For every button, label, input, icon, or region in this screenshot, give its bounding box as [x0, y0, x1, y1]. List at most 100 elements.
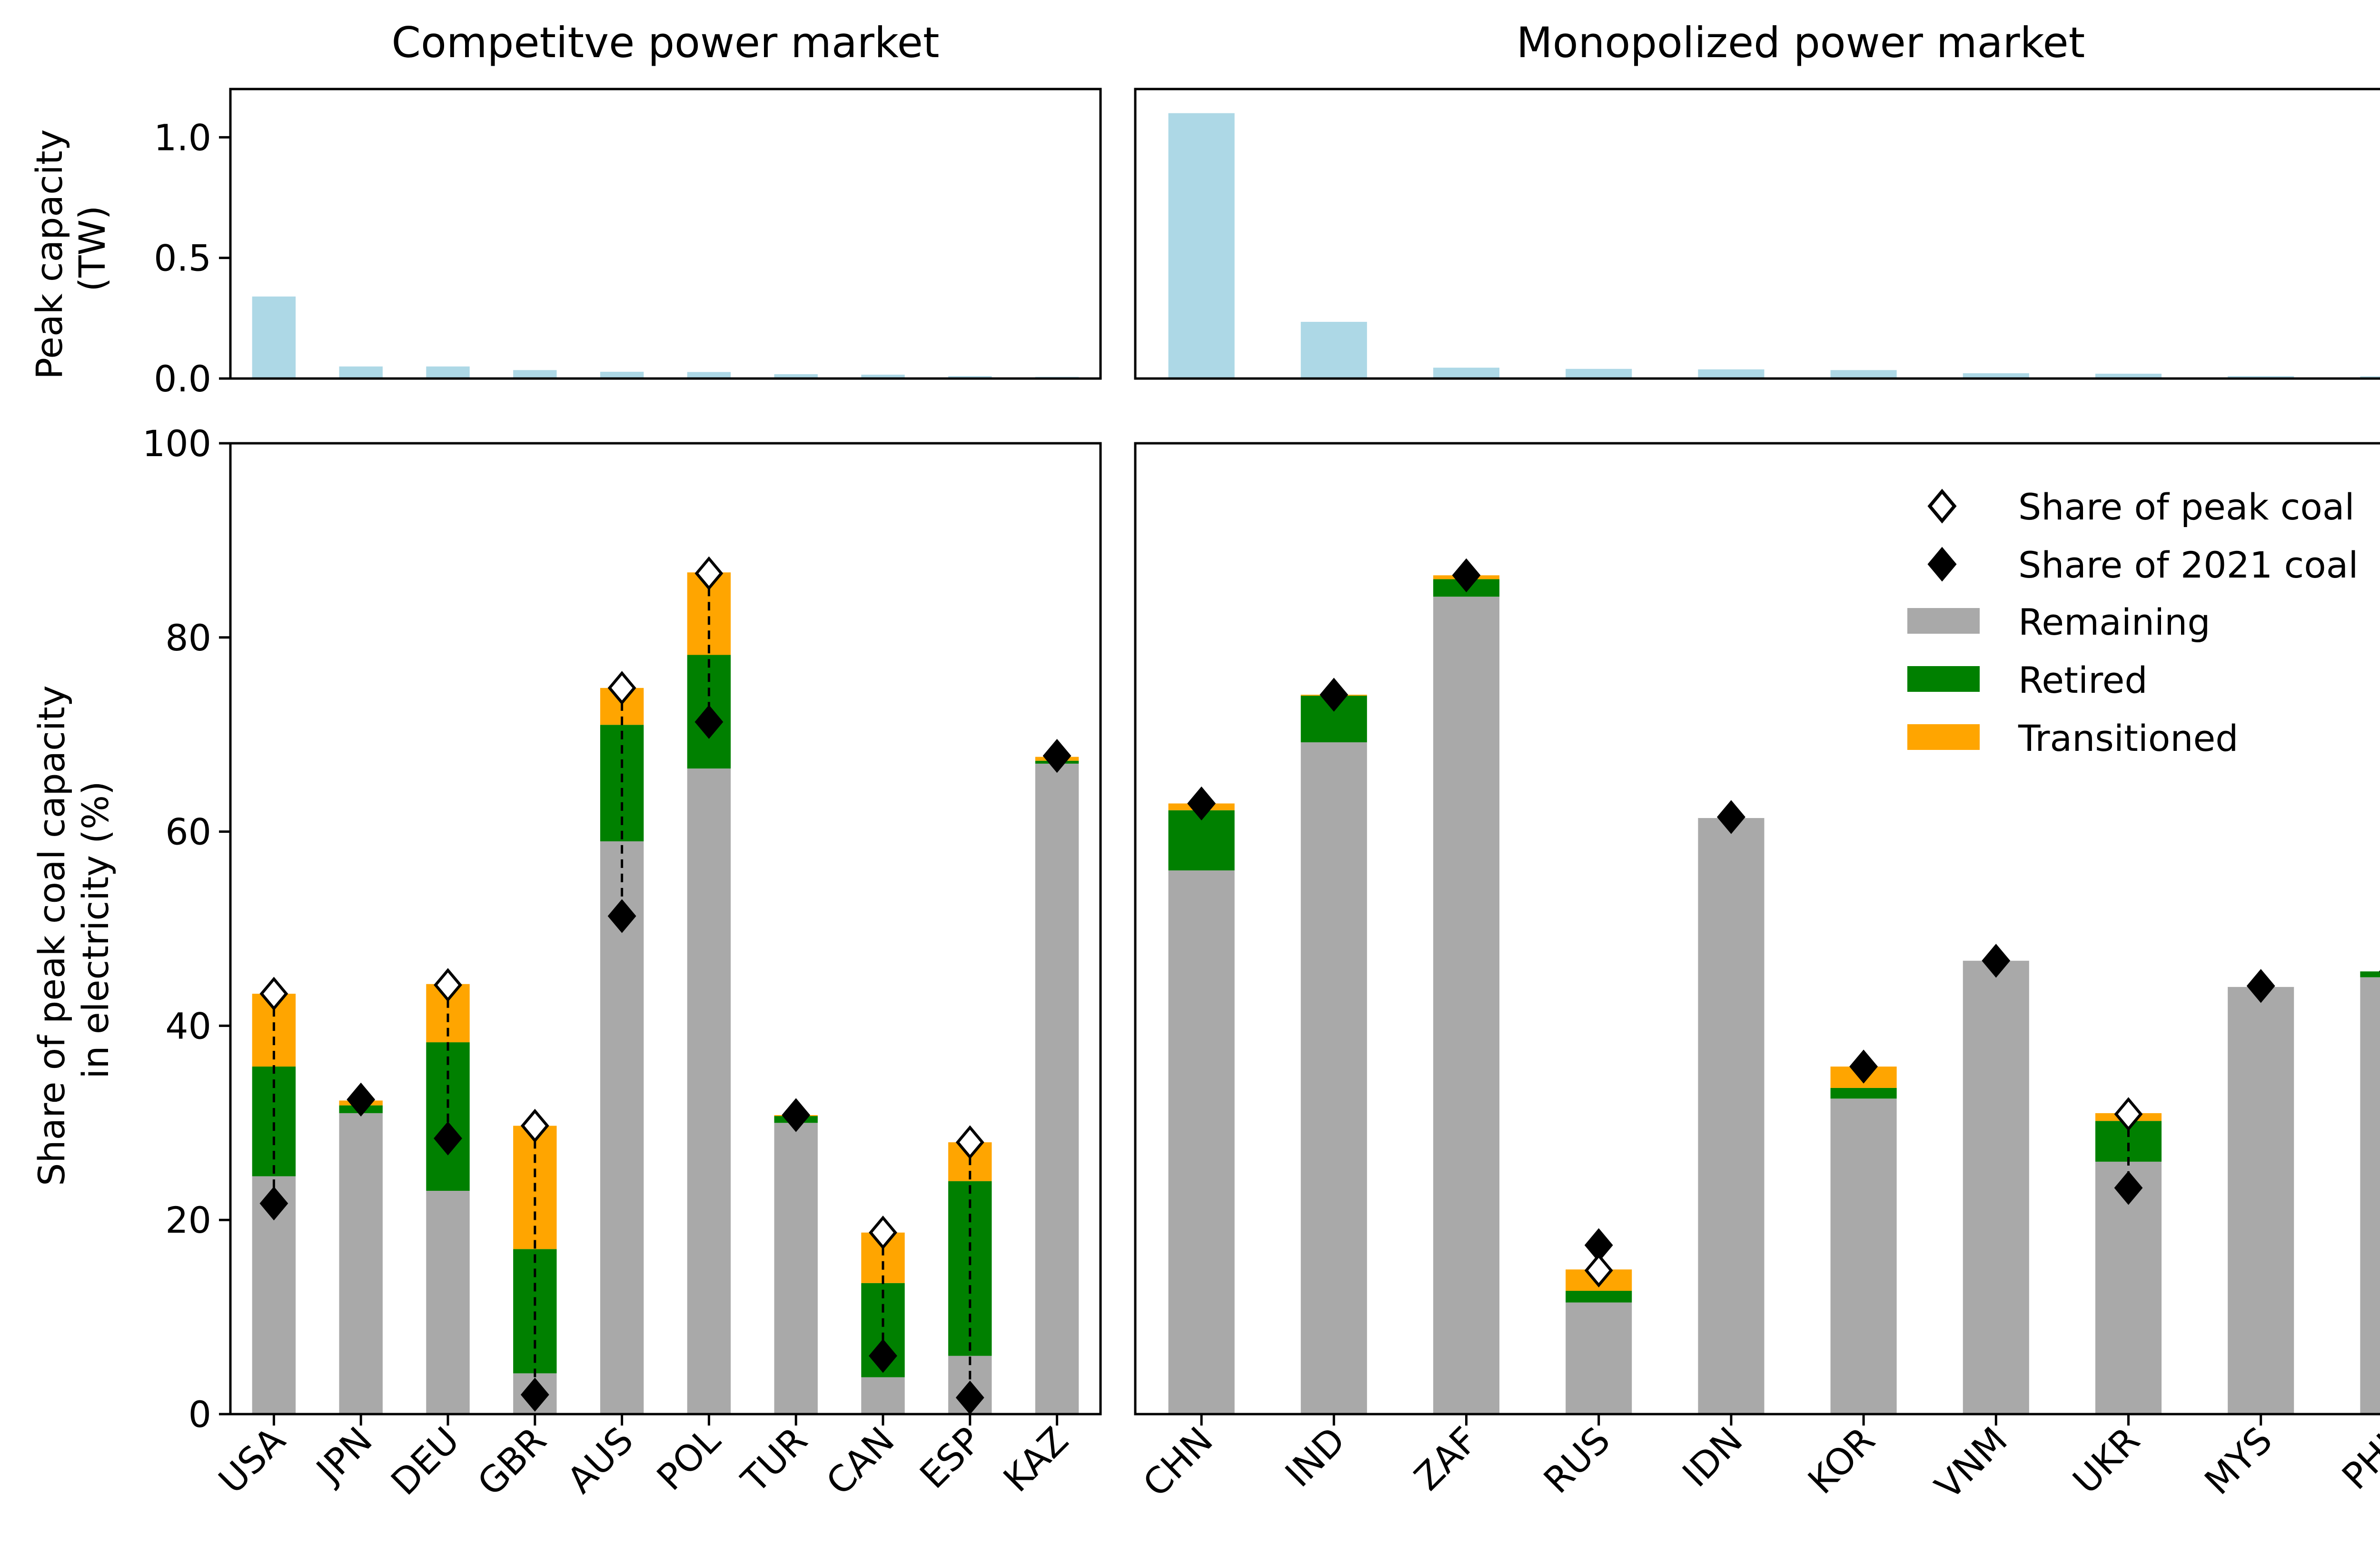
remaining-bar-kaz: [1035, 763, 1079, 1414]
peak-capacity-bar-can: [861, 374, 905, 379]
left-panel-title: Competitve power market: [392, 18, 940, 67]
x-tick-label-gbr: GBR: [469, 1419, 555, 1504]
legend-swatch-retired: [1907, 666, 1980, 692]
peak-capacity-bar-ind: [1300, 321, 1367, 379]
share-2021-marker-ind: [1319, 678, 1349, 712]
share-2021-marker-chn: [1187, 786, 1216, 821]
peak-capacity-bar-chn: [1168, 113, 1235, 379]
x-tick-label-esp: ESP: [912, 1419, 989, 1496]
share-peak-marker-gbr: [520, 1108, 549, 1143]
peak-capacity-bar-deu: [426, 366, 470, 379]
legend-label-retired: Retired: [2018, 659, 2148, 701]
peak-capacity-bar-usa: [252, 296, 296, 379]
share-peak-marker-aus: [607, 671, 636, 705]
x-tick-label-zaf: ZAF: [1406, 1419, 1486, 1498]
right-bottom-share-axes: CHN IND ZAF RUS IDN KOR VNM UKR MYS PHL: [1134, 442, 2380, 1507]
top-y-tick-label: 0.0: [154, 358, 211, 400]
share-peak-marker-esp: [955, 1125, 984, 1159]
bottom-y-tick-label: 80: [165, 617, 211, 659]
remaining-bar-phl: [2360, 977, 2380, 1414]
remaining-bar-aus: [600, 841, 644, 1414]
remaining-bar-vnm: [1963, 960, 2029, 1414]
remaining-bar-kor: [1830, 1098, 1897, 1414]
x-tick-label-ind: IND: [1277, 1419, 1353, 1495]
share-2021-marker-ukr: [2114, 1171, 2143, 1205]
legend-label-transitioned: Transitioned: [2018, 717, 2239, 759]
bottom-y-tick-label: 100: [142, 422, 211, 465]
peak-capacity-bar-jpn: [339, 366, 383, 379]
top-axes-frame: [229, 88, 1102, 380]
legend-label-share-peak: Share of peak coal: [2018, 486, 2355, 528]
peak-capacity-bar-aus: [600, 371, 644, 379]
x-tick-label-phl: PHL: [2334, 1419, 2380, 1498]
retired-bar-phl: [2360, 971, 2380, 977]
x-tick-label-jpn: JPN: [307, 1419, 380, 1492]
x-tick-label-kaz: KAZ: [995, 1419, 1077, 1500]
x-tick-label-mys: MYS: [2196, 1419, 2280, 1503]
bottom-y-axis-label-line2: in electricity (%): [74, 781, 117, 1078]
share-peak-marker-ukr: [2114, 1097, 2143, 1131]
left-top-peak-capacity-axes: 0.0 0.5 1.0: [154, 88, 1102, 400]
share-2021-marker-tur: [782, 1098, 811, 1132]
left-bottom-share-axes: USA JPN DEU GBR AUS POL TUR CAN ESP KAZ 0 20 40 60 80 1…: [142, 422, 1102, 1504]
right-panel-title: Monopolized power market: [1517, 18, 2085, 67]
remaining-bar-mys: [2228, 987, 2294, 1414]
peak-capacity-bar-gbr: [513, 370, 557, 379]
legend: Share of peak coal Share of 2021 coal Re…: [1907, 486, 2358, 759]
legend-label-share-2021: Share of 2021 coal: [2018, 544, 2358, 586]
right-top-peak-capacity-axes: [1134, 88, 2380, 380]
x-tick-label-tur: TUR: [733, 1419, 815, 1501]
share-peak-marker-pol: [694, 556, 724, 590]
peak-capacity-bar-esp: [948, 376, 992, 379]
share-2021-marker-kor: [1849, 1049, 1878, 1084]
remaining-bar-tur: [774, 1123, 818, 1414]
remaining-bar-chn: [1168, 870, 1235, 1414]
bottom-y-tick-label: 0: [188, 1393, 211, 1436]
bottom-y-tick-label: 60: [165, 811, 211, 853]
bottom-y-axis-label: Share of peak coal capacity in electrici…: [30, 674, 117, 1186]
share-2021-marker-jpn: [347, 1082, 376, 1117]
bottom-y-tick-label: 20: [165, 1199, 211, 1241]
x-tick-label-pol: POL: [649, 1419, 729, 1499]
remaining-bar-jpn: [339, 1113, 383, 1414]
peak-capacity-bar-tur: [774, 374, 818, 379]
x-tick-label-usa: USA: [210, 1419, 293, 1502]
top-y-axis-label-line1: Peak capacity: [28, 129, 70, 379]
share-2021-marker-esp: [955, 1380, 984, 1415]
share-peak-marker-can: [869, 1216, 897, 1250]
share-peak-marker-deu: [434, 968, 462, 1002]
remaining-bar-zaf: [1433, 597, 1500, 1414]
peak-capacity-bar-ukr: [2095, 373, 2162, 379]
share-2021-marker-gbr: [520, 1377, 549, 1412]
remaining-bar-ind: [1300, 742, 1367, 1414]
remaining-bar-idn: [1698, 818, 1765, 1414]
legend-filled-diamond-marker: [1927, 547, 1957, 582]
x-tick-label-chn: CHN: [1135, 1419, 1221, 1505]
peak-capacity-bar-zaf: [1433, 368, 1500, 379]
retired-bar-kor: [1830, 1087, 1897, 1099]
remaining-bar-can: [861, 1377, 905, 1414]
peak-capacity-bar-rus: [1566, 369, 1632, 379]
top-y-tick-label: 0.5: [154, 237, 211, 279]
top-y-axis-label: Peak capacity (TW): [28, 118, 113, 379]
x-tick-label-ukr: UKR: [2064, 1419, 2148, 1502]
share-peak-marker-usa: [259, 977, 288, 1011]
remaining-bar-deu: [426, 1191, 470, 1414]
peak-capacity-bar-vnm: [1963, 373, 2029, 379]
legend-swatch-remaining: [1907, 608, 1980, 634]
x-tick-label-kor: KOR: [1800, 1419, 1883, 1502]
top-y-tick-label: 1.0: [154, 116, 211, 159]
legend-swatch-transitioned: [1907, 724, 1980, 750]
share-2021-marker-mys: [2246, 969, 2275, 1003]
legend-open-diamond-marker: [1927, 489, 1957, 524]
x-tick-label-aus: AUS: [559, 1419, 641, 1501]
share-2021-marker-usa: [259, 1186, 288, 1221]
share-2021-marker-kaz: [1042, 738, 1071, 773]
peak-capacity-bar-kor: [1830, 370, 1897, 379]
share-peak-marker-rus: [1584, 1253, 1613, 1287]
bottom-y-axis-label-line1: Share of peak coal capacity: [30, 685, 73, 1186]
bottom-axes-frame: [1134, 442, 2380, 1416]
share-2021-marker-aus: [607, 899, 636, 933]
bottom-axes-frame: [229, 442, 1102, 1416]
x-tick-label-can: CAN: [818, 1419, 902, 1503]
